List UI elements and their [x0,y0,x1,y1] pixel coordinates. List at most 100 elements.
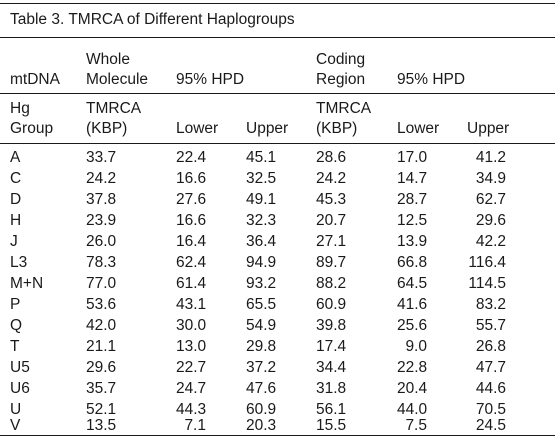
cell-whole-tmrca: 13.5 [86,417,117,434]
table-row: V 13.5 7.1 20.3 15.5 7.5 24.5 [0,417,555,438]
cell-whole-tmrca: 33.7 [86,149,117,166]
cell-coding-lower: 14.7 [397,170,428,187]
cell-hg: U6 [10,380,30,397]
table-row: J 26.0 16.4 36.4 27.1 13.9 42.2 [0,233,555,254]
cell-coding-tmrca: 15.5 [316,417,347,434]
cell-whole-upper: 94.9 [246,254,277,271]
cell-whole-lower: 22.7 [176,359,207,376]
header-molecule: Molecule [86,71,149,88]
cell-hg: U5 [10,359,30,376]
cell-whole-tmrca: 78.3 [86,254,117,271]
cell-coding-tmrca: 31.8 [316,380,347,397]
table-row: H 23.9 16.6 32.3 20.7 12.5 29.6 [0,212,555,233]
cell-coding-lower: 9.0 [405,338,427,355]
cell-coding-tmrca: 17.4 [316,338,347,355]
cell-coding-lower: 12.5 [397,212,428,229]
cell-coding-upper: 42.2 [475,233,506,250]
cell-whole-upper: 36.4 [246,233,277,250]
cell-whole-tmrca: 53.6 [86,296,117,313]
cell-whole-upper: 20.3 [246,417,277,434]
cell-whole-lower: 13.0 [176,338,207,355]
cell-coding-tmrca: 39.8 [316,317,347,334]
header-lower-coding: Lower [397,120,440,137]
cell-whole-tmrca: 42.0 [86,317,117,334]
cell-whole-tmrca: 24.2 [86,170,117,187]
cell-whole-upper: 32.3 [246,212,277,229]
cell-whole-lower: 27.6 [176,191,207,208]
cell-hg: J [10,233,18,250]
bottom-rule [0,435,555,436]
cell-coding-upper: 29.6 [475,212,506,229]
cell-coding-upper: 26.8 [475,338,506,355]
cell-coding-tmrca: 20.7 [316,212,347,229]
cell-coding-lower: 64.5 [397,275,428,292]
cell-coding-tmrca: 56.1 [316,401,347,418]
cell-whole-upper: 54.9 [246,317,277,334]
cell-coding-upper: 116.4 [468,254,506,271]
cell-hg: Q [10,317,23,334]
cell-hg: U [10,401,22,418]
cell-whole-upper: 37.2 [246,359,277,376]
cell-whole-lower: 7.1 [184,417,206,434]
cell-whole-upper: 32.5 [246,170,277,187]
table-row: U6 35.7 24.7 47.6 31.8 20.4 44.6 [0,380,555,401]
cell-whole-upper: 49.1 [246,191,277,208]
table-row: U 52.1 44.3 60.9 56.1 44.0 70.5 [0,401,555,422]
cell-coding-lower: 44.0 [397,401,428,418]
cell-coding-upper: 24.5 [475,417,506,434]
cell-whole-lower: 16.6 [176,212,207,229]
cell-coding-tmrca: 88.2 [316,275,347,292]
header-mid-rule [0,93,555,94]
cell-coding-upper: 70.5 [475,401,506,418]
cell-whole-tmrca: 29.6 [86,359,117,376]
table-row: Q 42.0 30.0 54.9 39.8 25.6 55.7 [0,317,555,338]
table-row: U5 29.6 22.7 37.2 34.4 22.8 47.7 [0,359,555,380]
cell-coding-tmrca: 28.6 [316,149,347,166]
cell-whole-lower: 30.0 [176,317,207,334]
cell-coding-upper: 83.2 [475,296,506,313]
cell-coding-lower: 25.6 [397,317,428,334]
cell-hg: V [10,417,21,434]
cell-whole-lower: 61.4 [176,275,207,292]
cell-hg: P [10,296,21,313]
cell-coding-lower: 13.9 [397,233,428,250]
header-bottom-rule [0,143,555,144]
cell-whole-tmrca: 23.9 [86,212,117,229]
cell-coding-lower: 20.4 [397,380,428,397]
cell-whole-upper: 65.5 [246,296,277,313]
header-kbp-whole: (KBP) [86,120,128,137]
header-lower-whole: Lower [176,120,219,137]
cell-coding-lower: 22.8 [397,359,428,376]
cell-coding-upper: 41.2 [475,149,506,166]
cell-whole-lower: 16.6 [176,170,207,187]
table-row: A 33.7 22.4 45.1 28.6 17.0 41.2 [0,149,555,170]
table-row: T 21.1 13.0 29.8 17.4 9.0 26.8 [0,338,555,359]
cell-whole-tmrca: 52.1 [86,401,117,418]
header-hpd-whole: 95% HPD [176,71,245,88]
cell-hg: C [10,170,22,187]
cell-coding-lower: 7.5 [405,417,427,434]
cell-whole-tmrca: 77.0 [86,275,117,292]
header-coding: Coding [316,51,366,68]
table-row: L3 78.3 62.4 94.9 89.7 66.8 116.4 [0,254,555,275]
cell-whole-lower: 24.7 [176,380,207,397]
cell-whole-tmrca: 21.1 [86,338,117,355]
cell-whole-lower: 43.1 [176,296,207,313]
cell-whole-tmrca: 35.7 [86,380,117,397]
table-row: P 53.6 43.1 65.5 60.9 41.6 83.2 [0,296,555,317]
cell-coding-upper: 62.7 [475,191,506,208]
header-upper-coding: Upper [467,120,510,137]
cell-whole-upper: 47.6 [246,380,277,397]
cell-whole-upper: 29.8 [246,338,277,355]
header-hpd-coding: 95% HPD [397,71,466,88]
cell-whole-lower: 44.3 [176,401,207,418]
cell-whole-upper: 45.1 [246,149,277,166]
caption-rule [0,37,555,38]
header-hg: Hg [10,100,30,117]
cell-coding-tmrca: 24.2 [316,170,347,187]
header-tmrca-coding: TMRCA [316,100,372,117]
cell-whole-upper: 93.2 [246,275,277,292]
cell-hg: T [10,338,20,355]
cell-whole-lower: 16.4 [176,233,207,250]
header-tmrca-whole: TMRCA [86,100,142,117]
